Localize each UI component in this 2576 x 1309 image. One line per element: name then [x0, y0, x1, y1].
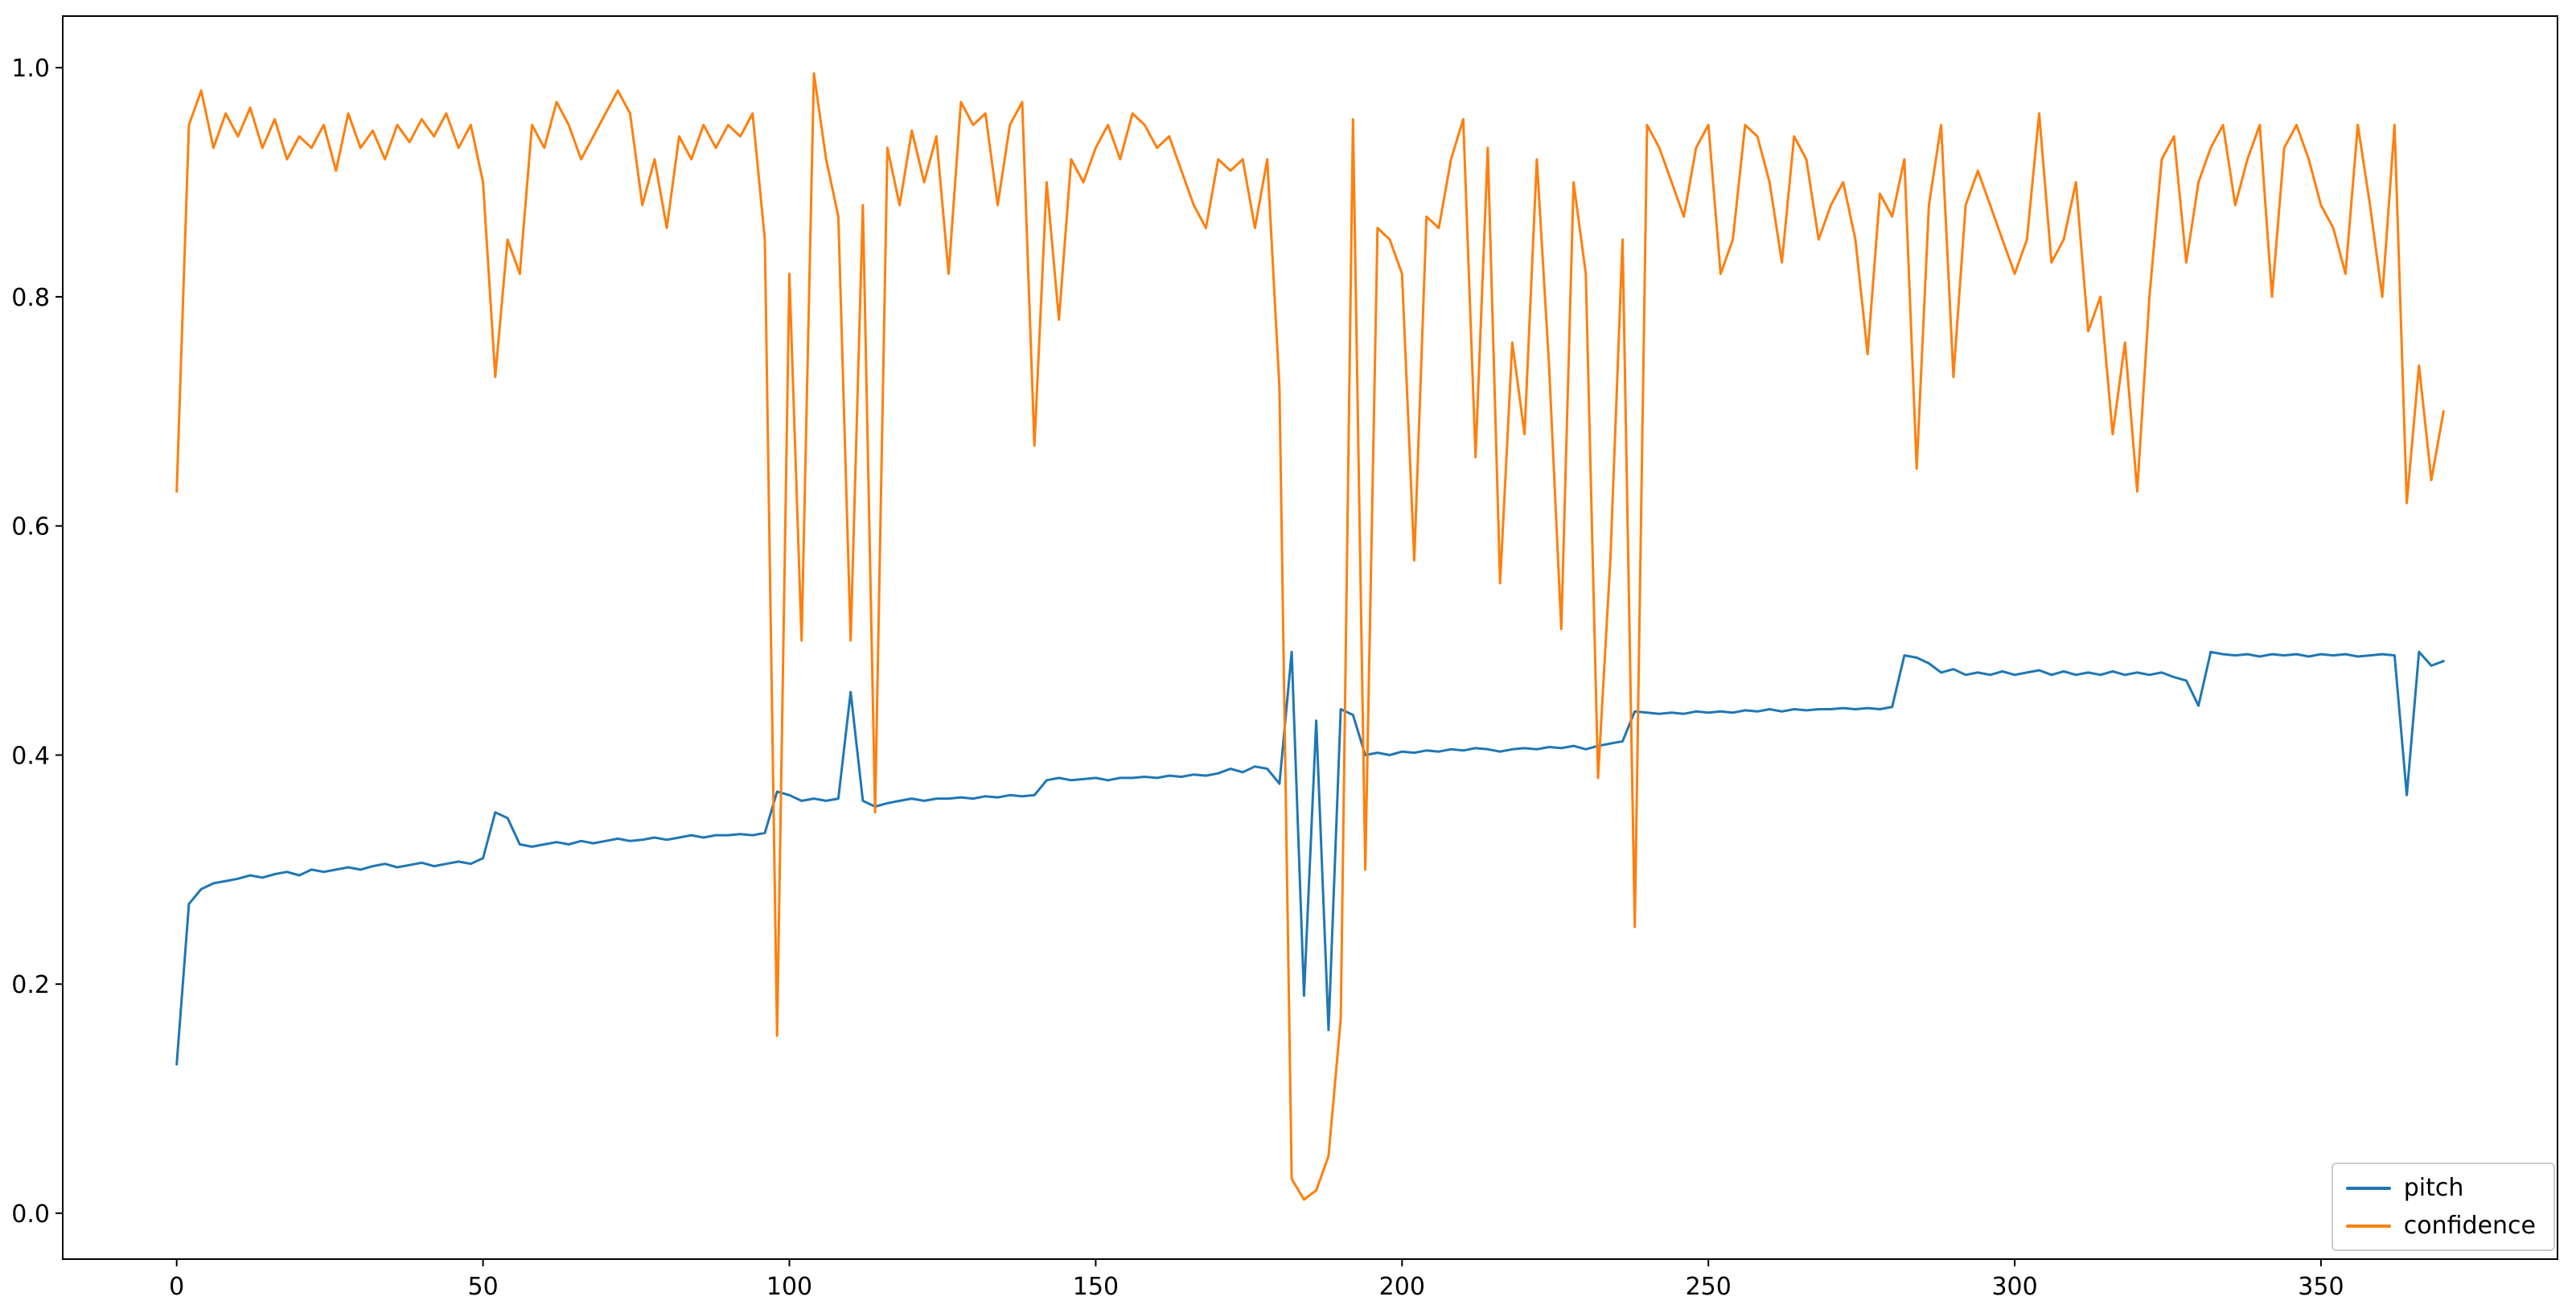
y-tick-label: 0.6: [11, 513, 50, 541]
y-tick-label: 0.2: [11, 971, 50, 999]
y-tick-label: 0.0: [11, 1200, 50, 1229]
legend: pitch confidence: [2331, 1163, 2555, 1251]
confidence-line-swatch: [2345, 1224, 2391, 1228]
x-tick-label: 350: [2298, 1273, 2344, 1301]
x-tick-label: 50: [468, 1273, 499, 1301]
y-tick-label: 0.8: [11, 284, 50, 312]
confidence-line: [175, 72, 2445, 1201]
legend-item-confidence: confidence: [2345, 1212, 2536, 1240]
x-tick-label: 250: [1686, 1273, 1732, 1301]
y-tick-label: 1.0: [11, 55, 50, 83]
y-tick-label: 0.4: [11, 743, 50, 771]
x-tick-label: 100: [766, 1273, 812, 1301]
legend-label-confidence: confidence: [2403, 1212, 2536, 1240]
legend-label-pitch: pitch: [2403, 1174, 2464, 1202]
pitch-line: [175, 650, 2445, 1066]
x-tick-label: 150: [1073, 1273, 1119, 1301]
legend-item-pitch: pitch: [2345, 1174, 2536, 1202]
x-tick-label: 300: [1991, 1273, 2037, 1301]
x-tick-label: 200: [1379, 1273, 1425, 1301]
axes-frame: [62, 15, 2558, 1260]
x-tick-label: 0: [169, 1273, 184, 1301]
pitch-line-swatch: [2345, 1186, 2391, 1190]
